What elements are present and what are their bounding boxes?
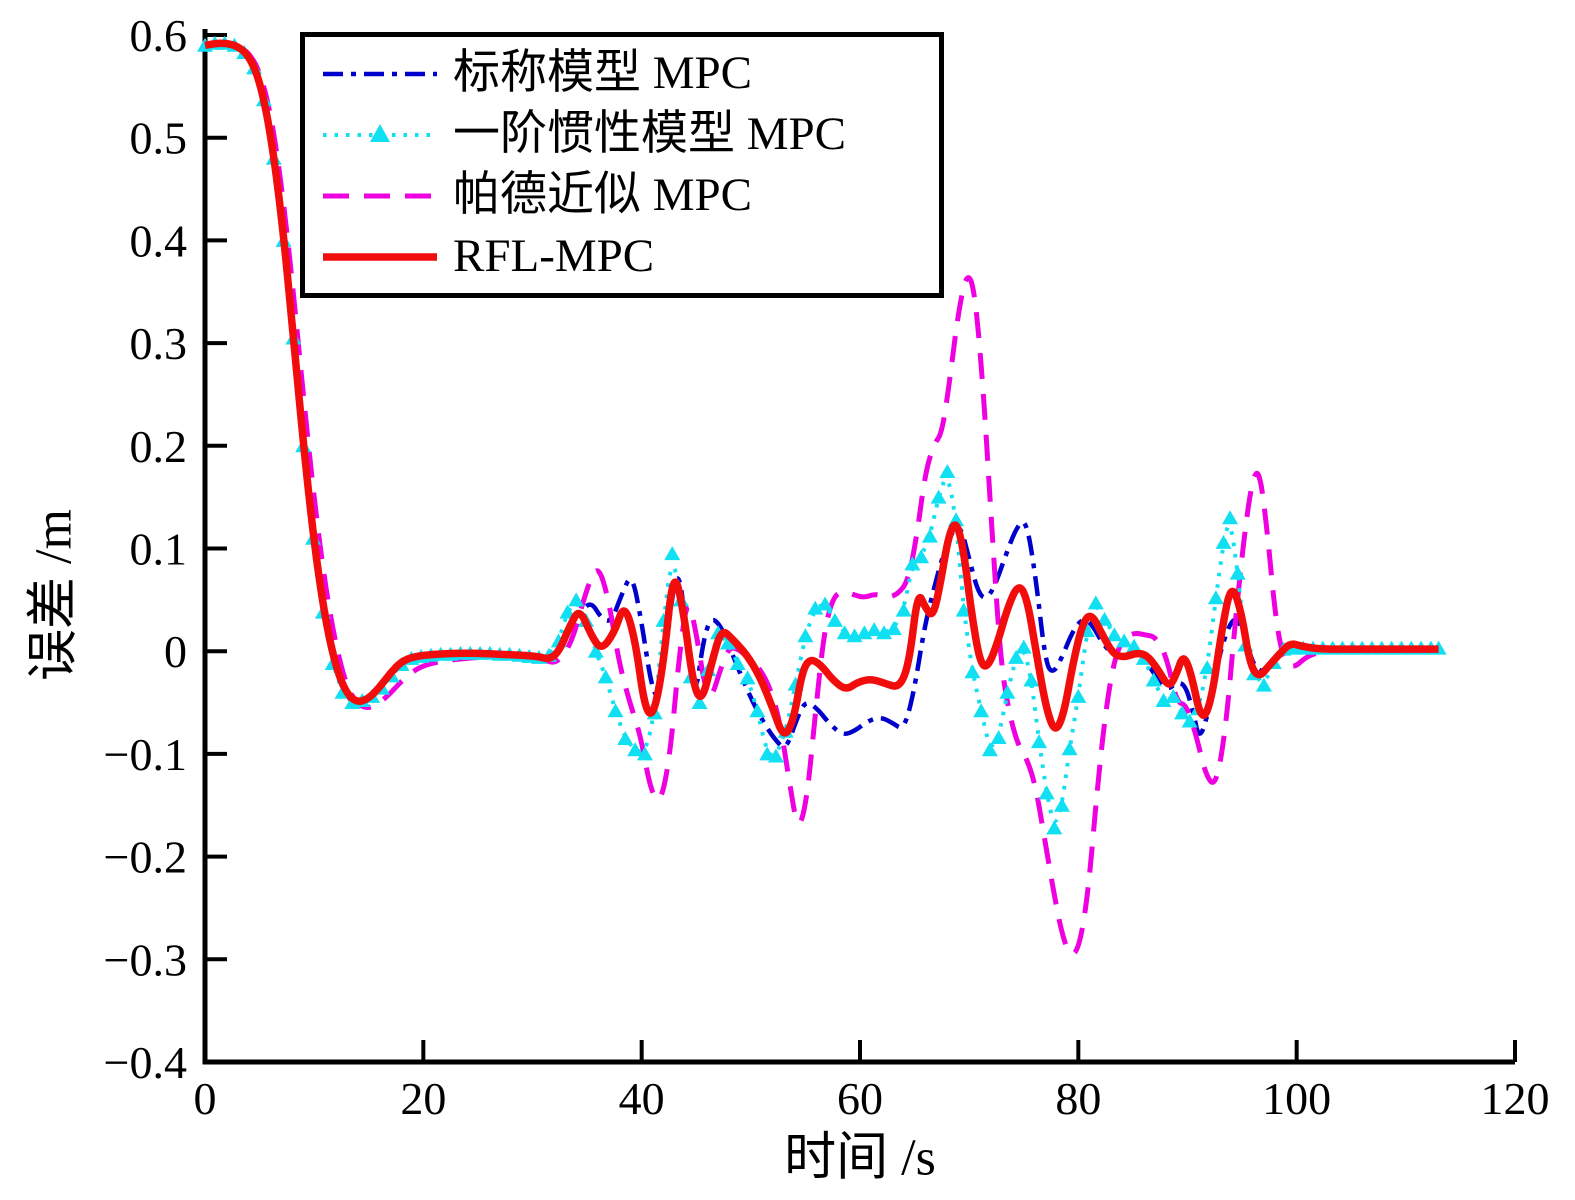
dashdot-line-sample-icon (323, 71, 437, 76)
y-tick-label: 0.4 (130, 215, 188, 266)
y-tick-label: −0.4 (104, 1037, 187, 1088)
x-tick-label: 120 (1481, 1073, 1550, 1124)
legend-label: 标称模型 MPC (453, 47, 753, 99)
y-tick-label: 0.3 (130, 318, 188, 369)
y-tick-label: −0.1 (104, 729, 187, 780)
y-tick-label: 0.2 (130, 421, 188, 472)
y-tick-label: −0.2 (104, 832, 187, 883)
x-tick-label: 80 (1055, 1073, 1101, 1124)
dotted-triangle-line-sample-icon (323, 123, 437, 142)
legend-item-nominal-mpc: 标称模型 MPC (305, 43, 939, 104)
y-tick-label: 0.5 (130, 113, 188, 164)
series-line-3 (204, 39, 1439, 737)
legend-item-pade-mpc: 帕德近似 MPC (305, 165, 939, 226)
legend-label: RFL-MPC (453, 230, 655, 282)
legend-item-rfl-mpc: RFL-MPC (305, 226, 939, 287)
y-tick-label: 0 (164, 626, 187, 677)
y-tick-label: 0.6 (130, 10, 188, 61)
y-axis-label: 误差 /m (25, 509, 83, 681)
legend-item-first-order-inertia-mpc: 一阶惯性模型 MPC (305, 104, 939, 165)
x-tick-label: 20 (400, 1073, 446, 1124)
y-tick-label: −0.3 (104, 934, 187, 985)
x-tick-label: 40 (619, 1073, 665, 1124)
x-tick-label: 0 (194, 1073, 217, 1124)
legend-label: 帕德近似 MPC (453, 169, 753, 221)
x-tick-label: 100 (1262, 1073, 1331, 1124)
dashed-line-sample-icon (323, 193, 437, 198)
x-axis-label: 时间 /s (784, 1129, 936, 1187)
legend-label: 一阶惯性模型 MPC (453, 108, 847, 160)
solid-line-sample-icon (323, 252, 437, 261)
x-tick-label: 60 (837, 1073, 883, 1124)
legend-box: 标称模型 MPC 一阶惯性模型 MPC 帕德近似 MPC RFL-MPC (300, 32, 944, 298)
series-line-2 (204, 40, 1439, 957)
y-tick-label: 0.1 (130, 524, 188, 575)
